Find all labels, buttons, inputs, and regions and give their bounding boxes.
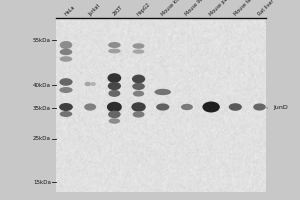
Ellipse shape — [154, 89, 171, 95]
Text: Mouse pancreas: Mouse pancreas — [208, 0, 240, 17]
Ellipse shape — [131, 102, 146, 112]
Ellipse shape — [107, 102, 122, 112]
Ellipse shape — [108, 49, 121, 53]
Ellipse shape — [84, 103, 96, 111]
Ellipse shape — [133, 91, 144, 97]
Ellipse shape — [107, 73, 121, 83]
Ellipse shape — [60, 41, 72, 49]
Ellipse shape — [109, 118, 120, 124]
Text: 55kDa: 55kDa — [33, 38, 51, 43]
Ellipse shape — [132, 75, 145, 83]
Ellipse shape — [133, 49, 145, 54]
Ellipse shape — [59, 87, 73, 93]
Ellipse shape — [133, 111, 145, 118]
Ellipse shape — [133, 43, 145, 49]
Text: 25kDa: 25kDa — [33, 136, 51, 142]
Ellipse shape — [91, 82, 96, 86]
Text: Mouse testis: Mouse testis — [233, 0, 258, 17]
Text: Mouse liver: Mouse liver — [184, 0, 208, 17]
Ellipse shape — [108, 90, 120, 97]
Text: 35kDa: 35kDa — [33, 106, 51, 110]
Text: Mouse kidney: Mouse kidney — [160, 0, 188, 17]
Ellipse shape — [59, 78, 73, 86]
Text: HepG2: HepG2 — [136, 2, 151, 17]
Ellipse shape — [156, 103, 170, 111]
Text: 40kDa: 40kDa — [33, 83, 51, 88]
Ellipse shape — [60, 49, 72, 55]
Ellipse shape — [108, 82, 121, 90]
Text: Rat liver: Rat liver — [257, 0, 275, 17]
Ellipse shape — [108, 42, 121, 48]
Bar — [56, 18, 266, 192]
Ellipse shape — [108, 111, 121, 118]
Ellipse shape — [202, 102, 220, 112]
Ellipse shape — [132, 83, 145, 90]
Ellipse shape — [181, 104, 193, 110]
Text: 15kDa: 15kDa — [33, 180, 51, 184]
Text: JunD: JunD — [267, 106, 288, 110]
Ellipse shape — [229, 103, 242, 111]
Text: 293T: 293T — [112, 5, 124, 17]
Text: Jurkat: Jurkat — [88, 3, 101, 17]
Ellipse shape — [60, 56, 72, 62]
Ellipse shape — [59, 103, 73, 111]
Ellipse shape — [253, 103, 266, 111]
Text: HeLa: HeLa — [63, 5, 76, 17]
Ellipse shape — [60, 111, 72, 117]
Ellipse shape — [85, 82, 91, 86]
